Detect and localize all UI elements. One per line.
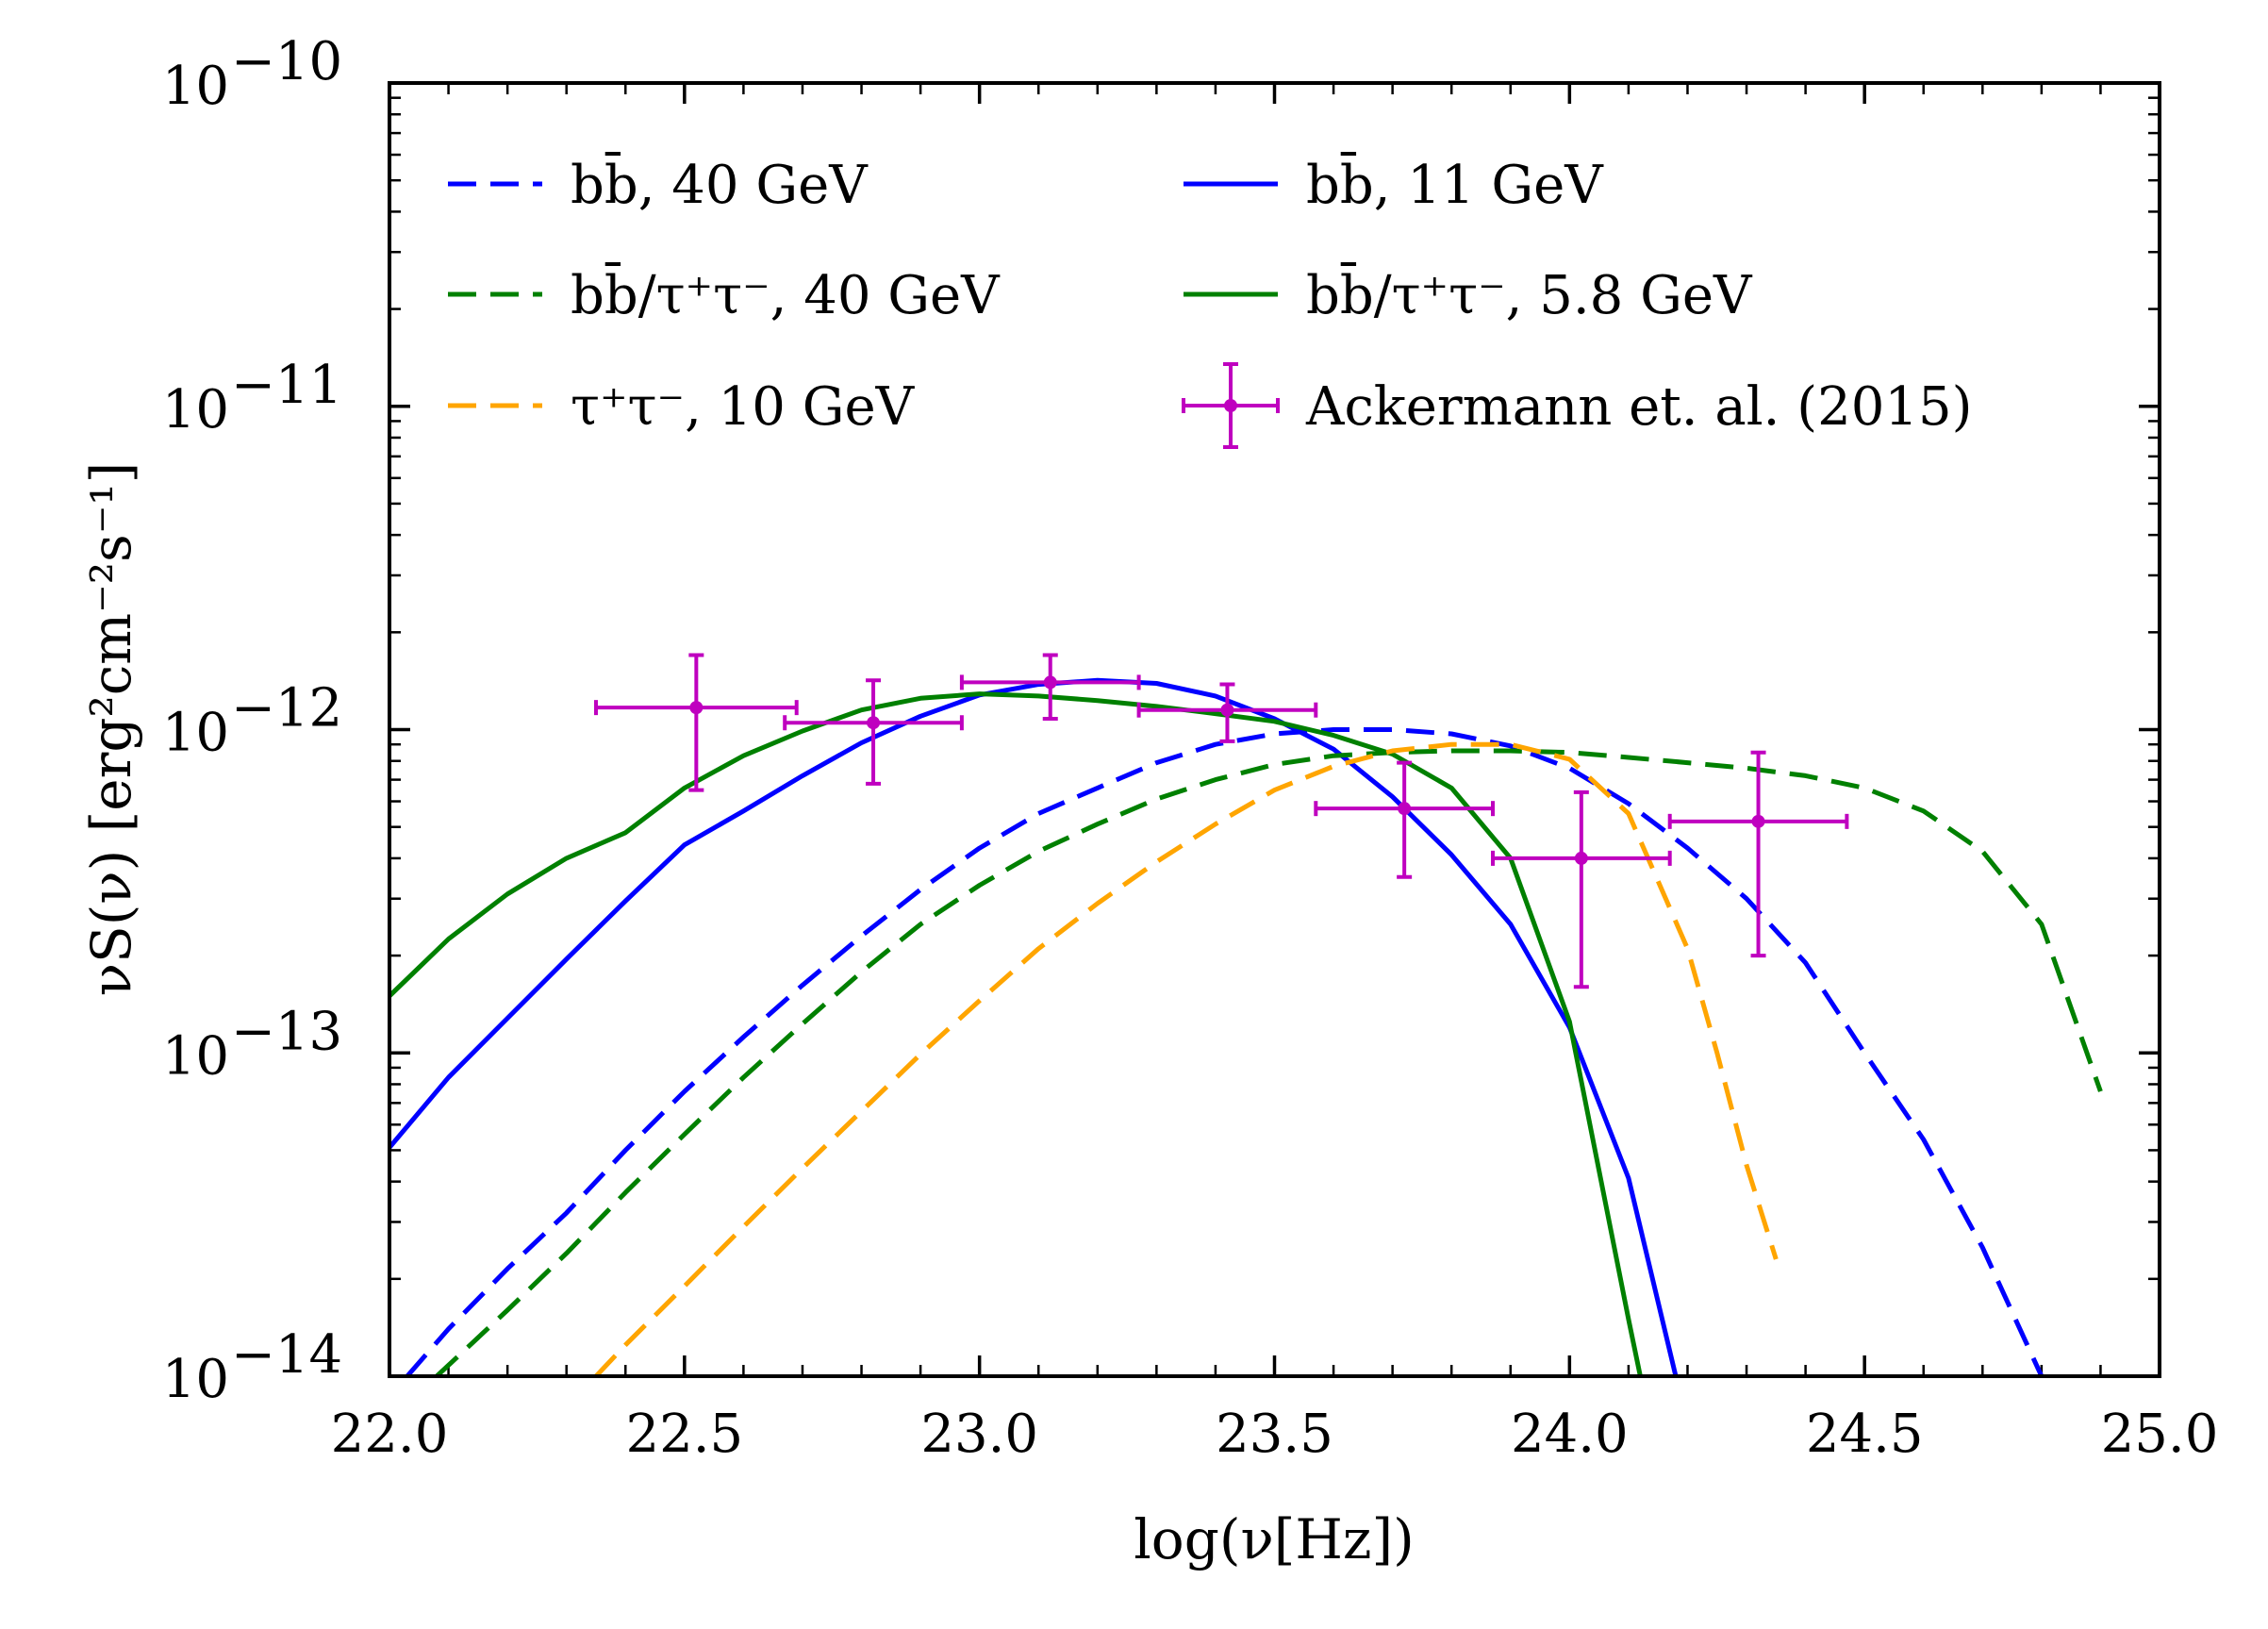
y-tick-base: 10 <box>162 56 229 117</box>
x-tick-label: 22.5 <box>625 1404 743 1465</box>
legend-label: bb̄/τ⁺τ⁻, 40 GeV <box>571 261 1001 326</box>
y-tick-exponent: −10 <box>231 31 342 92</box>
y-tick-label: 10 −11 <box>162 355 342 440</box>
y-axis-title: νS(ν) [erg²cm⁻²s⁻¹] <box>79 462 143 997</box>
data-point-marker <box>1751 814 1765 828</box>
data-point <box>959 653 1141 722</box>
data-points <box>593 653 1849 989</box>
data-point <box>1314 760 1495 879</box>
data-point-marker <box>1043 675 1057 690</box>
legend: bb̄, 40 GeV bb̄, 11 GeV bb̄/τ⁺τ⁻, 40 GeV bb… <box>448 151 1972 449</box>
x-tick-label: 25.0 <box>2101 1404 2219 1465</box>
legend-entry: bb̄, 11 GeV <box>1184 151 1604 216</box>
y-tick-exponent: −12 <box>231 678 342 740</box>
legend-swatch <box>1224 399 1237 412</box>
y-tick-exponent: −11 <box>231 355 342 416</box>
data-point <box>1136 682 1318 743</box>
legend-label: bb̄, 11 GeV <box>1306 151 1604 216</box>
plot-frame <box>388 81 2161 1378</box>
y-tick-label: 10 −13 <box>162 1001 342 1087</box>
series-line-3 <box>389 691 1643 1376</box>
series-line-1 <box>389 677 1679 1376</box>
x-tick-label: 23.0 <box>920 1404 1038 1465</box>
data-point <box>783 678 964 786</box>
legend-entry: bb̄, 40 GeV <box>448 151 869 216</box>
legend-label: bb̄/τ⁺τ⁻, 5.8 GeV <box>1306 261 1753 326</box>
x-tick-label: 24.5 <box>1806 1404 1924 1465</box>
y-tick-base: 10 <box>162 1025 229 1087</box>
y-tick-label: 10 −14 <box>162 1324 342 1410</box>
y-tick-label: 10 −10 <box>162 31 342 117</box>
data-point-marker <box>1398 802 1412 816</box>
x-axis-title: log(ν[Hz]) <box>1134 1507 1415 1571</box>
data-point <box>593 653 799 792</box>
y-tick-label: 10 −12 <box>162 678 342 764</box>
legend-entry: bb̄/τ⁺τ⁻, 5.8 GeV <box>1184 261 1753 326</box>
y-tick-base: 10 <box>162 1349 229 1410</box>
series-line-0 <box>405 727 2045 1376</box>
legend-label: Ackermann et. al. (2015) <box>1305 376 1972 438</box>
y-tick-base: 10 <box>162 703 229 764</box>
data-point <box>1667 750 1849 958</box>
curves <box>389 677 2103 1376</box>
y-tick-exponent: −13 <box>231 1001 342 1062</box>
data-point-marker <box>689 701 704 715</box>
data-point-marker <box>1220 703 1234 717</box>
legend-label: bb̄, 40 GeV <box>571 151 869 216</box>
legend-entry: bb̄/τ⁺τ⁻, 40 GeV <box>448 261 1001 326</box>
y-tick-exponent: −14 <box>231 1324 342 1386</box>
data-point-marker <box>867 716 881 730</box>
legend-entry: Ackermann et. al. (2015) <box>1182 362 1972 449</box>
y-tick-base: 10 <box>162 379 229 440</box>
x-tick-label: 24.0 <box>1511 1404 1629 1465</box>
series-line-2 <box>435 748 2103 1376</box>
data-point-marker <box>1574 851 1588 865</box>
x-tick-label: 23.5 <box>1216 1404 1333 1465</box>
legend-entry: τ⁺τ⁻, 10 GeV <box>448 376 916 438</box>
x-tick-label: 22.0 <box>331 1404 449 1465</box>
data-point <box>1490 790 1672 989</box>
x-tick-labels: 22.0 22.5 23.0 23.5 24.0 24.5 25.0 <box>331 1404 2219 1465</box>
legend-label: τ⁺τ⁻, 10 GeV <box>571 376 916 438</box>
